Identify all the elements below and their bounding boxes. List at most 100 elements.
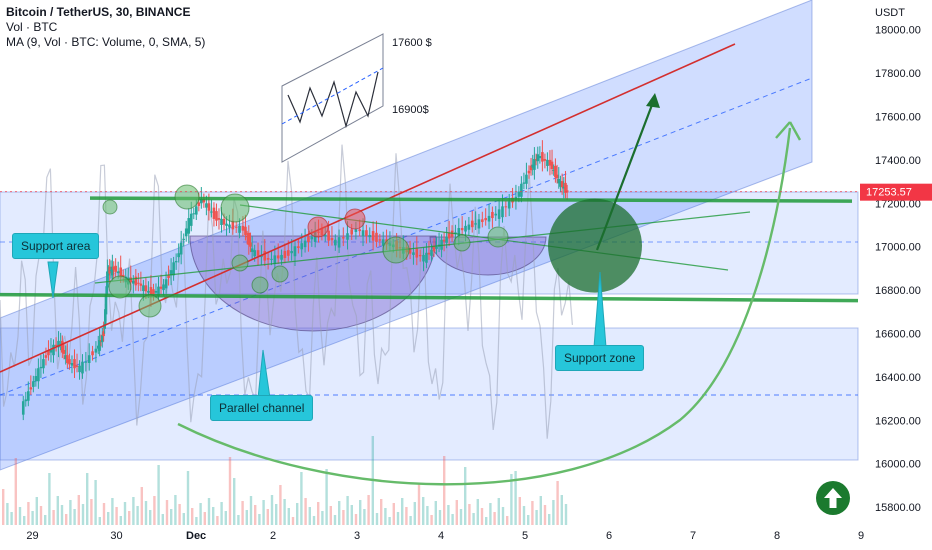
- volume-bar: [94, 480, 97, 525]
- time-tick-label: 3: [354, 530, 360, 542]
- volume-bar: [81, 504, 85, 525]
- volume-bar: [560, 495, 563, 525]
- candle-body: [105, 286, 108, 295]
- volume-bar: [165, 500, 169, 525]
- candle-body: [222, 218, 226, 225]
- volume-bar: [6, 503, 9, 525]
- candle-body: [565, 190, 569, 193]
- volume-bar: [510, 474, 513, 525]
- volume-bar: [2, 489, 5, 525]
- candle-body: [119, 267, 122, 278]
- candle-body: [162, 284, 165, 291]
- candle-body: [555, 174, 559, 179]
- red-trend-line: [0, 43, 736, 373]
- volume-bar: [254, 505, 257, 525]
- support-touch-marker: [102, 199, 118, 215]
- price-tick-label: 17800.00: [875, 68, 921, 80]
- volume-bar: [249, 496, 253, 525]
- candle-body: [256, 250, 260, 256]
- volume-bar: [380, 499, 383, 525]
- candle-body: [52, 344, 55, 356]
- candle-body: [501, 206, 504, 218]
- volume-bar: [493, 512, 496, 525]
- volume-bar: [417, 483, 421, 525]
- support-area-callout[interactable]: Support area: [12, 233, 100, 259]
- support-touch-marker: [453, 234, 471, 252]
- price-tick-label: 15800.00: [875, 502, 921, 514]
- candle-body: [543, 159, 547, 161]
- candle-body: [27, 391, 30, 401]
- volume-bar: [434, 501, 437, 525]
- volume-bar: [485, 517, 488, 525]
- volume-bar: [480, 508, 484, 525]
- candle-body: [494, 213, 498, 216]
- range-box-lower: [0, 327, 859, 461]
- volume-bar: [174, 495, 177, 525]
- candle-body: [381, 239, 385, 246]
- volume-bar: [346, 496, 349, 525]
- resistance-touch-marker: [344, 208, 366, 230]
- volume-bar: [111, 498, 114, 525]
- volume-bar: [191, 508, 194, 525]
- volume-bar: [497, 498, 500, 525]
- volume-bar: [178, 504, 181, 525]
- volume-bar: [338, 501, 341, 525]
- volume-bar: [35, 497, 38, 525]
- candle-body: [114, 265, 117, 272]
- candle-body: [310, 236, 314, 240]
- candle-body: [84, 361, 88, 363]
- pattern-lower-label: 16900$: [392, 104, 429, 116]
- volume-bar: [296, 503, 299, 525]
- price-tick-label: 16200.00: [875, 415, 921, 427]
- volume-bar: [459, 509, 463, 525]
- candle-body: [129, 277, 133, 283]
- volume-bar: [291, 517, 295, 525]
- candle-body: [68, 359, 71, 365]
- volume-bar: [69, 500, 72, 525]
- volume-bar: [153, 496, 156, 525]
- candle-body: [99, 340, 103, 342]
- candle-body: [98, 340, 101, 351]
- volume-bar: [413, 502, 416, 525]
- candle-body: [527, 170, 531, 174]
- volume-bar: [531, 501, 534, 525]
- candle-body: [212, 207, 216, 219]
- volume-bar: [392, 503, 395, 525]
- last-price-value: 17253.57: [866, 187, 912, 199]
- support-touch-marker: [382, 236, 410, 264]
- candle-body: [300, 243, 304, 250]
- candle-body: [520, 183, 523, 197]
- candle-body: [562, 186, 566, 189]
- volume-bar: [539, 496, 542, 525]
- volume-bar: [195, 517, 198, 525]
- volume-bar: [468, 504, 471, 525]
- volume-bar: [321, 511, 324, 525]
- candle-body: [460, 228, 464, 231]
- volume-bar: [140, 487, 143, 525]
- parallel-channel-callout[interactable]: Parallel channel: [210, 395, 314, 421]
- volume-bar: [161, 514, 164, 525]
- candle-body: [263, 251, 267, 261]
- candle-body: [557, 178, 561, 184]
- volume-bar: [115, 507, 118, 525]
- support-zone-callout[interactable]: Support zone: [555, 345, 645, 371]
- candle-body: [205, 203, 208, 208]
- candle-body: [244, 226, 247, 235]
- candle-body: [169, 270, 173, 276]
- candle-body: [234, 226, 238, 228]
- arrow-up-circle-icon[interactable]: [816, 481, 850, 515]
- volume-bar: [527, 515, 530, 525]
- volume-bar: [283, 499, 286, 525]
- candle-body: [358, 229, 361, 232]
- volume-bar: [23, 516, 26, 525]
- candle-body: [152, 289, 155, 296]
- volume-bar: [149, 510, 152, 525]
- candle-body: [323, 234, 327, 237]
- candle-body: [564, 182, 567, 193]
- support-touch-marker: [108, 275, 132, 299]
- candle-body: [187, 218, 191, 234]
- candle-body: [330, 238, 334, 241]
- candle-body: [225, 223, 228, 226]
